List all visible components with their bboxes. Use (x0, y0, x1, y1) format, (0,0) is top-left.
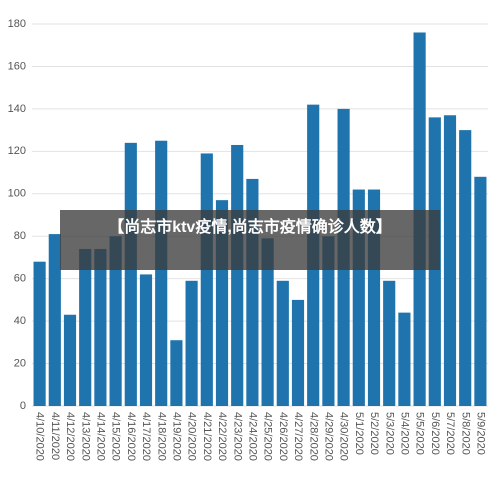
bar (33, 261, 46, 406)
x-tick-label: 4/28/2020 (307, 412, 319, 461)
x-tick-label: 4/29/2020 (322, 412, 334, 461)
bar (322, 236, 335, 406)
bar (139, 274, 153, 406)
x-tick-label: 4/23/2020 (231, 412, 243, 461)
bar (63, 314, 77, 406)
y-tick-label: 160 (8, 60, 26, 72)
y-tick-label: 80 (14, 230, 26, 242)
x-tick-label: 4/22/2020 (216, 412, 228, 461)
x-tick-label: 5/3/2020 (383, 412, 395, 455)
bar (291, 299, 305, 406)
bar (185, 280, 198, 406)
x-tick-label: 4/25/2020 (262, 412, 274, 461)
x-tick-label: 4/11/2020 (49, 412, 61, 460)
x-tick-label: 4/20/2020 (186, 412, 198, 461)
x-tick-label: 4/24/2020 (246, 412, 258, 461)
x-tick-label: 4/17/2020 (140, 412, 152, 461)
x-tick-label: 4/21/2020 (201, 412, 213, 461)
y-tick-label: 0 (20, 400, 26, 412)
x-tick-label: 5/6/2020 (429, 412, 441, 455)
bar (155, 140, 168, 406)
x-tick-label: 5/4/2020 (398, 412, 410, 455)
y-tick-label: 120 (8, 145, 26, 157)
x-tick-label: 4/15/2020 (110, 412, 122, 461)
bar (231, 144, 244, 406)
x-tick-label: 4/19/2020 (170, 412, 182, 461)
x-tick-label: 5/5/2020 (414, 412, 426, 455)
x-tick-label: 4/10/2020 (34, 412, 46, 461)
y-tick-label: 140 (8, 103, 26, 115)
y-tick-label: 40 (14, 315, 26, 327)
bar (124, 142, 137, 406)
banner: 【尚志市ktv疫情,尚志市疫情确诊人数】 (60, 210, 440, 270)
x-tick-label: 4/16/2020 (125, 412, 137, 461)
x-tick-label: 5/2/2020 (368, 412, 380, 455)
y-tick-label: 100 (8, 188, 26, 200)
bar (398, 312, 411, 406)
x-tick-label: 4/14/2020 (94, 412, 106, 461)
x-tick-label: 5/7/2020 (444, 412, 456, 455)
bar (170, 340, 183, 406)
x-tick-label: 4/13/2020 (79, 412, 91, 461)
bar (79, 248, 92, 406)
x-tick-label: 4/12/2020 (64, 412, 76, 461)
bar (94, 248, 107, 406)
y-tick-label: 180 (8, 18, 26, 30)
bar (459, 130, 472, 406)
x-tick-label: 5/9/2020 (474, 412, 486, 455)
y-tick-label: 20 (14, 357, 26, 369)
x-tick-label: 4/26/2020 (277, 412, 289, 461)
x-tick-label: 4/27/2020 (292, 412, 304, 461)
bar (474, 176, 487, 406)
x-tick-label: 4/30/2020 (338, 412, 350, 461)
bar (443, 115, 457, 406)
x-tick-label: 5/1/2020 (353, 412, 365, 455)
x-tick-label: 4/18/2020 (155, 412, 167, 461)
bar (276, 280, 289, 406)
bar (109, 236, 122, 406)
bar (383, 280, 396, 406)
x-tick-label: 5/8/2020 (459, 412, 471, 455)
bar (261, 238, 274, 406)
bar (48, 234, 61, 406)
y-tick-label: 60 (14, 273, 26, 285)
bar (200, 153, 213, 406)
